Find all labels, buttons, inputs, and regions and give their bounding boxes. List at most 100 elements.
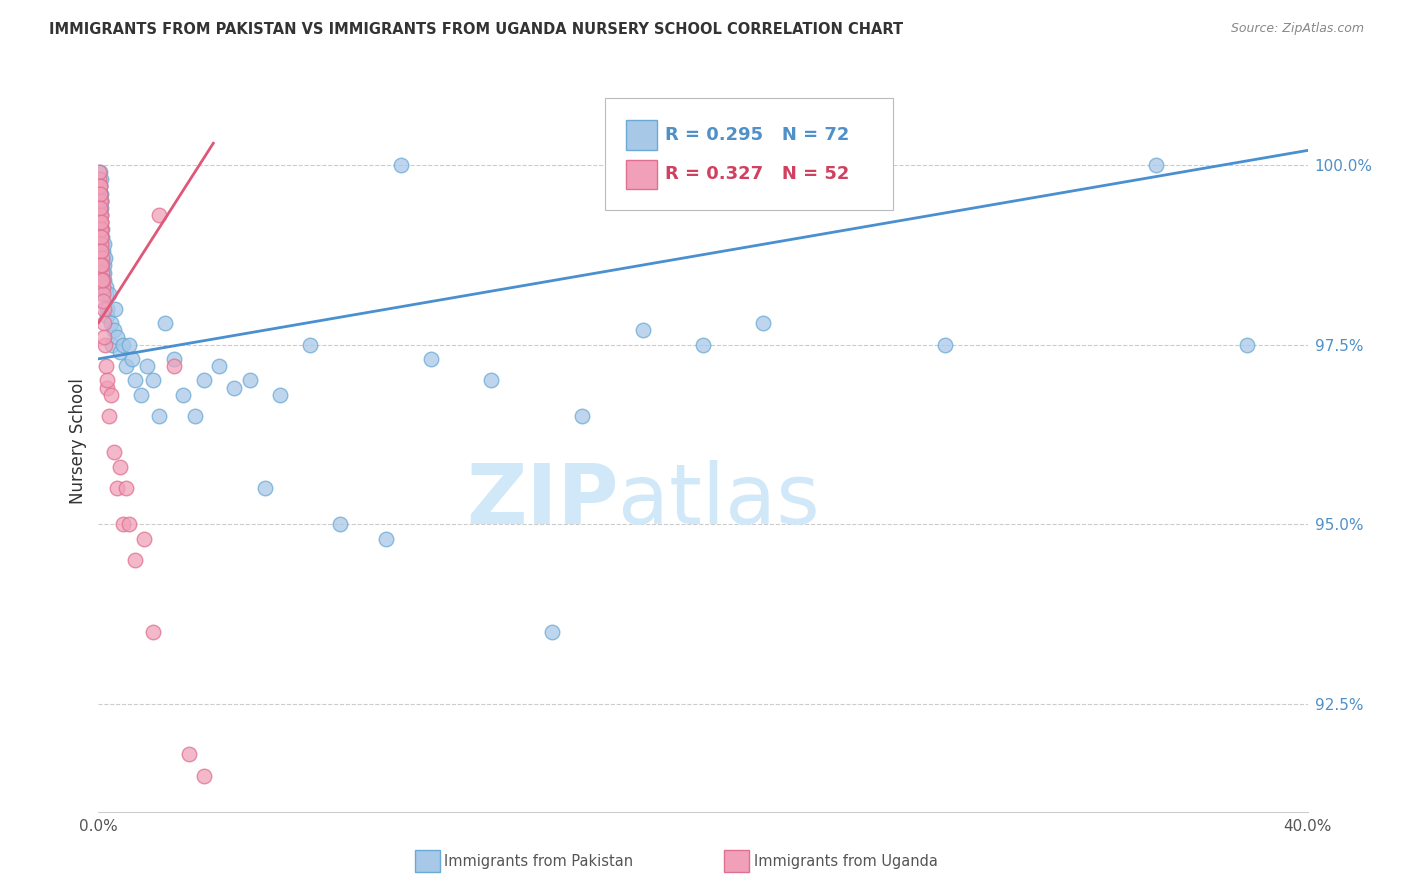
Point (94, 252, 117, 266)
Point (420, 351, 443, 366)
Point (100, 388, 122, 402)
Point (692, 337, 714, 351)
Point (329, 517, 352, 532)
Text: atlas: atlas (619, 460, 820, 541)
Point (93, 266, 115, 280)
Point (163, 351, 186, 366)
Point (104, 301, 127, 316)
Point (90, 222, 112, 236)
Point (132, 532, 155, 546)
Point (89, 201, 111, 215)
Point (114, 359, 136, 373)
Point (631, 323, 654, 337)
Point (105, 481, 128, 495)
Point (96, 309, 118, 323)
Point (100, 316, 122, 330)
Point (90, 244, 112, 258)
Point (96, 381, 118, 395)
Point (111, 517, 134, 532)
Point (91, 273, 114, 287)
Point (89, 201, 111, 215)
Point (91, 280, 114, 294)
Point (89, 208, 111, 222)
Point (374, 532, 396, 546)
Point (239, 374, 262, 388)
Point (89, 194, 111, 208)
Point (93, 236, 115, 251)
Point (148, 208, 170, 222)
Point (105, 330, 128, 344)
Point (90, 186, 112, 201)
Point (1236, 337, 1258, 351)
Point (108, 344, 131, 359)
Point (90, 259, 112, 273)
Point (87, 172, 110, 186)
Point (87, 172, 110, 186)
Point (153, 316, 176, 330)
Point (89, 179, 111, 194)
Point (129, 388, 152, 402)
Point (103, 445, 125, 459)
Point (91, 266, 114, 280)
Point (389, 158, 412, 172)
Point (90, 194, 112, 208)
Point (89, 179, 111, 194)
Point (481, 374, 503, 388)
Point (299, 337, 322, 351)
Point (135, 359, 157, 373)
Point (89, 179, 111, 194)
Point (89, 179, 111, 194)
Point (124, 553, 146, 567)
Text: IMMIGRANTS FROM PAKISTAN VS IMMIGRANTS FROM UGANDA NURSERY SCHOOL CORRELATION CH: IMMIGRANTS FROM PAKISTAN VS IMMIGRANTS F… (49, 22, 903, 37)
Point (90, 215, 112, 229)
Point (934, 337, 956, 351)
Point (91, 259, 114, 273)
Point (90, 215, 112, 229)
Text: ZIP: ZIP (465, 460, 619, 541)
Point (89, 165, 111, 179)
Point (90, 194, 112, 208)
Point (90, 172, 112, 186)
Point (193, 374, 215, 388)
Point (93, 301, 115, 316)
Point (142, 625, 165, 640)
Point (90, 252, 112, 266)
Point (89, 201, 111, 215)
Point (163, 359, 186, 373)
Point (90, 236, 112, 251)
Point (96, 374, 118, 388)
Text: R = 0.327   N = 52: R = 0.327 N = 52 (665, 165, 849, 183)
Point (98, 409, 121, 424)
Point (91, 273, 114, 287)
Point (193, 769, 215, 783)
Point (208, 359, 231, 373)
Point (90, 244, 112, 258)
Point (93, 316, 115, 330)
Point (91, 236, 114, 251)
Point (108, 459, 131, 474)
Point (90, 194, 112, 208)
Point (148, 409, 170, 424)
Text: Immigrants from Pakistan: Immigrants from Pakistan (444, 855, 634, 869)
Point (540, 625, 562, 640)
Point (89, 186, 111, 201)
Point (96, 301, 118, 316)
Point (184, 409, 207, 424)
Point (89, 165, 111, 179)
Point (94, 359, 117, 373)
Point (90, 222, 112, 236)
Point (90, 222, 112, 236)
Text: Source: ZipAtlas.com: Source: ZipAtlas.com (1230, 22, 1364, 36)
Point (91, 252, 114, 266)
Point (752, 316, 775, 330)
Point (124, 374, 146, 388)
Point (93, 259, 115, 273)
Text: R = 0.295   N = 72: R = 0.295 N = 72 (665, 126, 849, 144)
Point (89, 194, 111, 208)
Point (89, 186, 111, 201)
Point (90, 208, 112, 222)
Point (94, 280, 117, 294)
Point (94, 337, 117, 351)
Point (89, 186, 111, 201)
Point (93, 330, 115, 344)
